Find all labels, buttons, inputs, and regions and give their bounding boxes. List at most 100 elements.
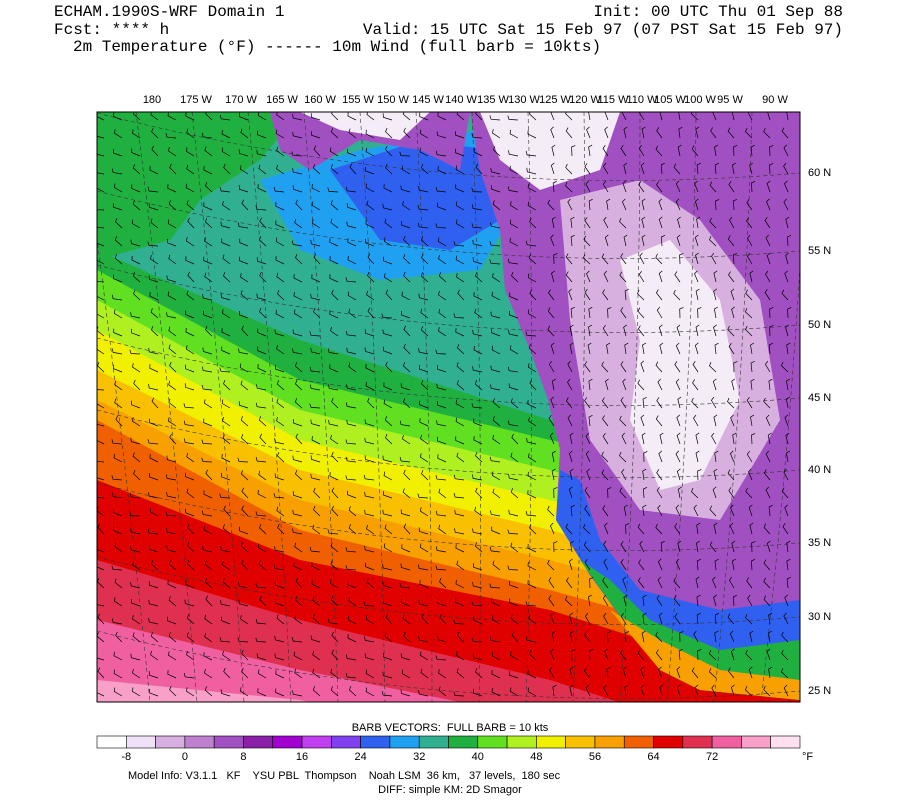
wind-barb	[401, 220, 411, 229]
wind-barb	[456, 380, 465, 391]
wind-barb	[749, 270, 754, 283]
wind-barb	[221, 147, 231, 157]
wind-barb	[768, 342, 773, 355]
wind-barb	[454, 509, 465, 517]
wind-barb	[527, 471, 537, 481]
wind-barb	[111, 294, 123, 301]
wind-barb	[275, 364, 285, 373]
wind-barb	[637, 289, 645, 301]
wind-barb	[400, 563, 411, 571]
longitude-label: 105 W	[654, 94, 686, 106]
wind-barb	[711, 252, 717, 265]
wind-barb	[132, 669, 141, 679]
wind-barb	[330, 686, 339, 697]
wind-barb	[620, 540, 627, 553]
wind-barb	[436, 131, 447, 139]
wind-barb	[677, 540, 682, 553]
wind-barb	[310, 293, 321, 301]
wind-barb	[696, 612, 701, 625]
wind-barb	[658, 324, 663, 337]
wind-barb	[785, 324, 789, 337]
map	[97, 112, 800, 702]
wind-barb	[657, 576, 663, 589]
wind-barb	[203, 310, 213, 319]
wind-barb	[472, 329, 483, 337]
wind-barb	[640, 684, 645, 697]
valid-time: Valid: 15 UTC Sat 15 Feb 97 (07 PST Sat …	[363, 21, 843, 39]
wind-barb	[621, 432, 627, 445]
wind-barb	[185, 112, 195, 121]
wind-barb	[402, 200, 411, 211]
wind-barb	[527, 400, 537, 409]
wind-barb	[258, 416, 267, 427]
colorbar-title: BARB VECTORS: FULL BARB = 10 kts	[352, 722, 549, 734]
wind-barb	[186, 488, 195, 499]
wind-barb	[640, 162, 645, 175]
wind-barb	[453, 474, 465, 481]
wind-barb	[133, 469, 141, 481]
wind-barb	[239, 256, 249, 265]
wind-barb	[676, 684, 681, 697]
wind-barb	[708, 668, 717, 679]
wind-barb	[418, 635, 429, 643]
wind-barb	[509, 292, 519, 301]
colorbar-label: 64	[647, 751, 659, 763]
wind-barb	[419, 543, 429, 553]
wind-barb	[149, 472, 159, 481]
wind-barb	[186, 237, 195, 247]
wind-barb	[222, 309, 231, 319]
wind-barb	[601, 361, 609, 373]
wind-barb	[221, 472, 231, 481]
wind-barb	[256, 653, 267, 661]
wind-barb	[473, 436, 483, 445]
wind-barb	[347, 633, 357, 643]
wind-barb	[745, 127, 753, 139]
wind-barb	[220, 689, 231, 697]
wind-barb	[658, 198, 663, 211]
wind-barb	[114, 254, 123, 265]
wind-barb	[381, 313, 393, 319]
wind-barb	[255, 205, 267, 211]
wind-barb	[222, 416, 231, 427]
wind-barb	[491, 598, 501, 607]
wind-barb	[185, 472, 195, 481]
wind-barb	[203, 166, 213, 175]
wind-barb	[238, 582, 249, 589]
wind-barb	[439, 577, 447, 589]
wind-barb	[292, 329, 303, 337]
field-band	[97, 620, 460, 702]
meridian	[713, 112, 753, 702]
wind-barb	[583, 523, 591, 535]
wind-barb	[329, 274, 339, 283]
wind-barb	[624, 288, 629, 301]
footer-line2: DIFF: simple KM: 2D Smagor	[378, 784, 522, 796]
wind-barb	[679, 631, 684, 643]
wind-barb	[205, 469, 213, 481]
wind-barb	[527, 670, 537, 679]
wind-barb	[97, 657, 105, 661]
wind-barb	[345, 402, 357, 409]
colorbar-box	[565, 735, 596, 749]
latitude-label: 45 N	[808, 392, 831, 404]
wind-barb	[257, 130, 267, 139]
wind-barb	[437, 202, 447, 211]
wind-barb	[292, 114, 303, 121]
wind-barb	[418, 690, 429, 697]
meridian	[471, 112, 481, 702]
wind-barb	[400, 185, 411, 193]
land-interior	[480, 112, 620, 190]
wind-barb	[605, 378, 609, 391]
longitude-label: 175 W	[180, 94, 212, 106]
wind-barb	[400, 689, 411, 697]
wind-barb	[528, 363, 537, 373]
wind-barb	[490, 384, 501, 391]
wind-barb	[588, 198, 593, 211]
wind-barb	[768, 630, 772, 643]
wind-barb	[401, 669, 411, 679]
wind-barb	[274, 653, 285, 661]
wind-barb	[675, 180, 681, 193]
wind-barb	[747, 234, 753, 247]
wind-barb	[455, 651, 465, 661]
wind-barb	[525, 601, 537, 607]
wind-barb	[113, 669, 123, 679]
